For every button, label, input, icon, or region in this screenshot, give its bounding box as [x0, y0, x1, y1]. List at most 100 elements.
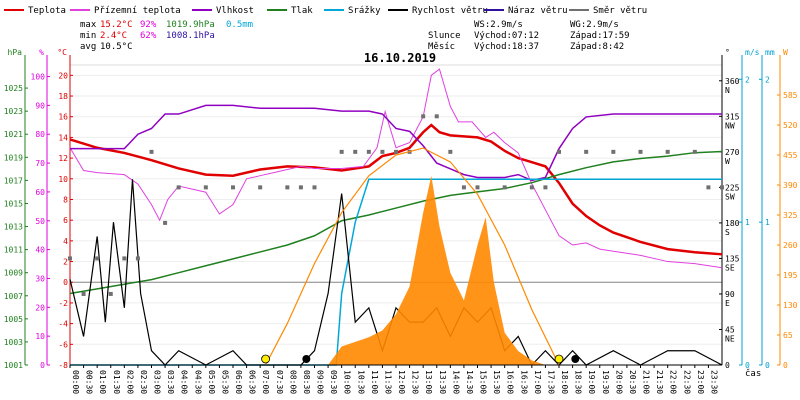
stat-avg-label: avg: [80, 42, 96, 52]
axis-unit-humidity: %: [39, 48, 44, 57]
stat-min-hum: 62%: [140, 31, 157, 41]
x-tick-label: 10:00: [343, 370, 352, 394]
x-tick-label: 05:30: [220, 370, 229, 394]
axis-tick-label-humidity: 100: [31, 73, 46, 82]
series-p-zemn-teplota-line: [69, 68, 723, 269]
axis-tick-label-pressure: 1019: [4, 153, 23, 162]
axis-tick-label-temperature: -4: [58, 320, 68, 329]
axis-unit-solar: W: [783, 48, 788, 57]
x-tick-label: 11:00: [370, 370, 379, 394]
axis-tick-label-wind_speed: 1: [745, 218, 750, 227]
axis-unit-direction: °: [725, 48, 730, 57]
x-tick-label: 16:30: [519, 370, 528, 394]
x-tick-label: 15:00: [479, 370, 488, 394]
x-tick-label: 11:30: [383, 370, 392, 394]
axis-tick-label-solar: 195: [783, 271, 798, 280]
x-tick-label: 14:30: [465, 370, 474, 394]
x-tick-label: 07:30: [275, 370, 284, 394]
series-sm-r-v-tru-point: [163, 220, 168, 225]
sun-event-marker: [554, 354, 564, 364]
legend-label: Srážky: [348, 6, 381, 16]
axis-tick-label-pressure: 1021: [4, 130, 23, 139]
axis-compass-label: S: [725, 228, 730, 237]
stat-max-label: max: [80, 20, 97, 30]
stat-max-temp: 15.2°C: [100, 20, 133, 30]
x-tick-label: 20:30: [628, 370, 637, 394]
axis-tick-label-solar: 65: [783, 331, 793, 340]
axis-tick-label-humidity: 80: [35, 130, 45, 139]
stat-min-label: min: [80, 31, 96, 41]
series-sm-r-v-tru-point: [122, 256, 127, 261]
moon-set: Západ:8:42: [570, 42, 624, 52]
axis-tick-label-pressure: 1009: [4, 269, 23, 278]
axis-tick-label-humidity: 70: [35, 159, 45, 168]
axis-tick-label-wind_speed: 0: [745, 361, 750, 370]
axis-tick-label-rain_mm: 1: [765, 218, 770, 227]
x-tick-label: 00:30: [85, 370, 94, 394]
legend: Teplota Přízemní teplota Vlhkost Tlak Srážky…: [4, 6, 647, 16]
axis-tick-label-humidity: 90: [35, 101, 45, 110]
x-tick-label: 12:30: [411, 370, 420, 394]
info-block: WS:2.9m/s WG:2.9m/s Slunce Východ:07:12 …: [428, 20, 630, 52]
x-tick-label: 17:30: [546, 370, 555, 394]
legend-label: Rychlost větru: [412, 6, 488, 16]
axis-tick-label-solar: 390: [783, 181, 798, 190]
axes: hPa1001100310051007100910111013101510171…: [4, 48, 798, 370]
plot-area: [68, 68, 724, 367]
x-tick-label: 06:30: [248, 370, 257, 394]
chart-date: 16.10.2019: [364, 51, 436, 65]
series-sm-r-v-tru-point: [692, 149, 697, 154]
sun-label: Slunce: [428, 31, 461, 41]
axis-tick-label-pressure: 1007: [4, 292, 23, 301]
series-sm-r-v-tru-point: [421, 114, 426, 119]
axis-tick-label-pressure: 1025: [4, 84, 23, 93]
axis-tick-label-temperature: -8: [58, 361, 68, 370]
axis-tick-label-solar: 0: [783, 361, 788, 370]
axis-compass-label: E: [725, 299, 730, 308]
series-sm-r-v-tru-point: [298, 185, 303, 190]
axis-tick-label-pressure: 1017: [4, 176, 23, 185]
series-sm-r-v-tru-point: [394, 149, 398, 154]
series-sm-r-v-tru-point: [557, 149, 561, 154]
series-sm-r-v-tru-point: [285, 185, 290, 190]
wind-wg: WG:2.9m/s: [570, 20, 619, 30]
axis-tick-label-rain_mm: 2: [765, 75, 770, 84]
axis-tick-label-direction: 180: [725, 219, 740, 228]
legend-label: Vlhkost: [216, 6, 254, 16]
axis-tick-label-humidity: 50: [35, 217, 45, 226]
axis-tick-label-temperature: 18: [58, 92, 68, 101]
axis-tick-label-direction: 135: [725, 254, 740, 263]
axis-compass-label: N: [725, 86, 730, 95]
sun-rise: Východ:07:12: [474, 31, 539, 41]
axis-compass-label: NW: [725, 121, 735, 130]
series-sm-r-v-tru-point: [584, 149, 589, 154]
x-tick-label: 07:00: [261, 370, 270, 394]
series-sm-r-v-tru-point: [475, 185, 480, 190]
stat-max-press: 1019.9hPa: [166, 20, 215, 30]
x-tick-label: 21:00: [642, 370, 651, 394]
axis-unit-rain_mm: mm: [765, 48, 775, 57]
axis-tick-label-direction: 360: [725, 77, 740, 86]
x-tick-label: 20:00: [614, 370, 623, 394]
x-tick-label: 18:30: [574, 370, 583, 394]
legend-label: Směr větru: [593, 6, 647, 16]
axis-tick-label-solar: 520: [783, 121, 798, 130]
series-sm-r-v-tru-point: [366, 149, 371, 154]
axis-tick-label-temperature: -6: [58, 340, 68, 349]
axis-tick-label-direction: 90: [725, 290, 735, 299]
x-tick-label: 19:30: [601, 370, 610, 394]
axis-tick-label-pressure: 1003: [4, 338, 23, 347]
stat-avg-temp: 10.5°C: [100, 42, 133, 52]
axis-tick-label-temperature: 16: [58, 113, 68, 122]
series-sm-r-v-tru-point: [461, 185, 466, 190]
x-tick-label: 10:30: [356, 370, 365, 394]
x-tick-label: 03:00: [153, 370, 162, 394]
x-tick-label: 22:30: [682, 370, 691, 394]
x-tick-label: 12:00: [397, 370, 406, 394]
x-tick-label: 18:00: [560, 370, 569, 394]
axis-tick-label-solar: 585: [783, 91, 798, 100]
stats-block: max 15.2°C 92% 1019.9hPa 0.5mm min 2.4°C…: [80, 20, 253, 52]
series-sm-r-v-tru-point: [448, 149, 453, 154]
stat-min-temp: 2.4°C: [100, 31, 127, 41]
